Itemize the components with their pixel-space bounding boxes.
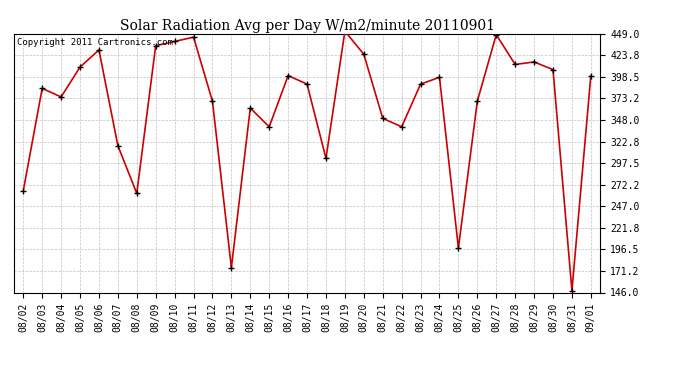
Title: Solar Radiation Avg per Day W/m2/minute 20110901: Solar Radiation Avg per Day W/m2/minute … — [119, 19, 495, 33]
Text: Copyright 2011 Cartronics.com: Copyright 2011 Cartronics.com — [17, 38, 172, 46]
